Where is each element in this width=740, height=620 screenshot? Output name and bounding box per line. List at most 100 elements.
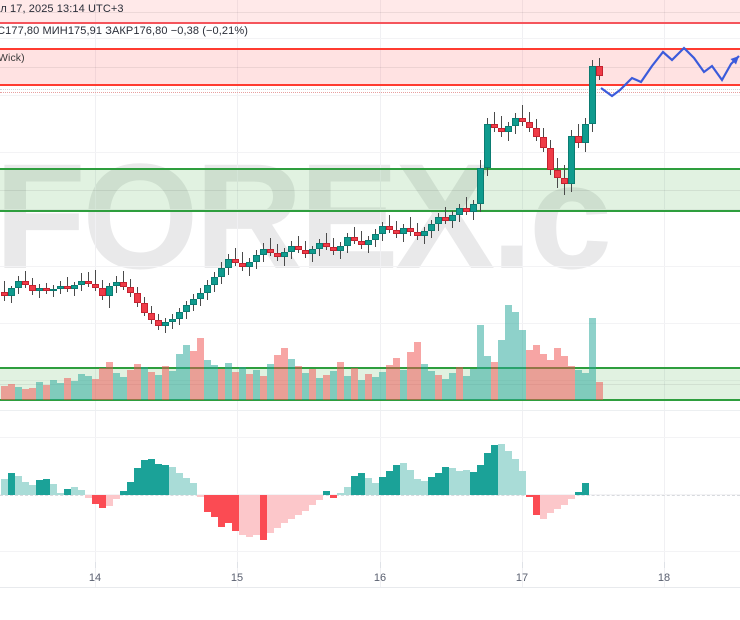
candle-body[interactable] [575, 136, 582, 143]
resistance-zone-upper[interactable] [0, 0, 740, 24]
macd-bar[interactable] [183, 478, 190, 495]
macd-bar[interactable] [141, 460, 148, 495]
candle-body[interactable] [491, 124, 498, 128]
macd-bar[interactable] [71, 487, 78, 495]
candle-body[interactable] [442, 217, 449, 221]
volume-bar[interactable] [358, 380, 365, 400]
volume-bar[interactable] [526, 350, 533, 400]
macd-bar[interactable] [309, 495, 316, 505]
candle-body[interactable] [127, 287, 134, 293]
volume-bar[interactable] [365, 374, 372, 400]
candle-body[interactable] [8, 288, 15, 296]
volume-bar[interactable] [561, 356, 568, 400]
macd-bar[interactable] [85, 495, 92, 498]
volume-bar[interactable] [533, 345, 540, 400]
macd-bar[interactable] [15, 476, 22, 495]
macd-bar[interactable] [421, 481, 428, 495]
macd-bar[interactable] [477, 465, 484, 495]
macd-bar[interactable] [288, 495, 295, 519]
volume-bar[interactable] [281, 348, 288, 400]
macd-bar[interactable] [470, 472, 477, 495]
candle-body[interactable] [470, 204, 477, 212]
volume-bar[interactable] [288, 359, 295, 400]
volume-bar[interactable] [106, 362, 113, 400]
volume-bar[interactable] [8, 384, 15, 400]
volume-bar[interactable] [323, 375, 330, 400]
candle-body[interactable] [533, 128, 540, 137]
macd-bar[interactable] [8, 473, 15, 495]
volume-bar[interactable] [379, 372, 386, 400]
candle-body[interactable] [260, 249, 267, 255]
macd-bar[interactable] [106, 495, 113, 506]
macd-bar[interactable] [386, 471, 393, 495]
macd-bar[interactable] [407, 470, 414, 495]
candle-body[interactable] [225, 259, 232, 268]
candle-body[interactable] [43, 288, 50, 291]
volume-bar[interactable] [449, 373, 456, 400]
volume-bar[interactable] [484, 356, 491, 400]
volume-bar[interactable] [113, 373, 120, 400]
volume-bar[interactable] [22, 389, 29, 400]
candle-body[interactable] [71, 285, 78, 289]
macd-bar[interactable] [540, 495, 547, 519]
macd-bar[interactable] [64, 489, 71, 495]
candle-body[interactable] [435, 217, 442, 224]
volume-bar[interactable] [351, 368, 358, 400]
macd-bar[interactable] [484, 453, 491, 495]
candle-body[interactable] [400, 228, 407, 234]
macd-bar[interactable] [274, 495, 281, 528]
macd-bar[interactable] [155, 464, 162, 495]
volume-bar[interactable] [330, 371, 337, 400]
macd-bar[interactable] [358, 473, 365, 495]
macd-bar[interactable] [232, 495, 239, 531]
macd-bar[interactable] [225, 495, 232, 523]
macd-bar[interactable] [267, 495, 274, 533]
macd-bar[interactable] [211, 495, 218, 517]
volume-bar[interactable] [498, 340, 505, 400]
macd-bar[interactable] [253, 495, 260, 535]
volume-bar[interactable] [477, 325, 484, 400]
macd-bar[interactable] [162, 465, 169, 495]
volume-bar[interactable] [295, 366, 302, 400]
macd-bar[interactable] [463, 470, 470, 495]
macd-bar[interactable] [442, 467, 449, 495]
macd-bar[interactable] [36, 480, 43, 495]
candle-body[interactable] [106, 286, 113, 296]
candle-body[interactable] [323, 243, 330, 247]
candle-body[interactable] [232, 259, 239, 263]
candle-body[interactable] [85, 281, 92, 284]
volume-bar[interactable] [260, 376, 267, 400]
volume-bar[interactable] [267, 364, 274, 400]
candle-body[interactable] [596, 66, 603, 76]
macd-bar[interactable] [295, 495, 302, 515]
volume-bar[interactable] [204, 360, 211, 400]
volume-bar[interactable] [225, 363, 232, 400]
macd-bar[interactable] [120, 491, 127, 495]
candle-body[interactable] [36, 288, 43, 291]
candle-body[interactable] [155, 320, 162, 326]
volume-bar[interactable] [400, 370, 407, 400]
candle-body[interactable] [568, 136, 575, 184]
candle-body[interactable] [379, 226, 386, 234]
macd-bar[interactable] [316, 495, 323, 500]
volume-bar[interactable] [372, 377, 379, 400]
candle-body[interactable] [253, 255, 260, 262]
candle-body[interactable] [197, 293, 204, 299]
macd-bar[interactable] [568, 495, 575, 499]
volume-bar[interactable] [246, 374, 253, 400]
candle-body[interactable] [169, 319, 176, 322]
macd-bar[interactable] [323, 491, 330, 495]
macd-bar[interactable] [337, 493, 344, 495]
volume-bar[interactable] [575, 370, 582, 400]
macd-bar[interactable] [330, 495, 337, 498]
macd-bar[interactable] [575, 492, 582, 495]
volume-bar[interactable] [92, 379, 99, 400]
volume-bar[interactable] [547, 360, 554, 400]
volume-bar[interactable] [435, 375, 442, 400]
candle-body[interactable] [540, 137, 547, 148]
volume-bar[interactable] [176, 354, 183, 400]
macd-bar[interactable] [22, 482, 29, 495]
volume-bar[interactable] [197, 338, 204, 400]
candle-body[interactable] [351, 237, 358, 241]
candle-body[interactable] [246, 262, 253, 267]
